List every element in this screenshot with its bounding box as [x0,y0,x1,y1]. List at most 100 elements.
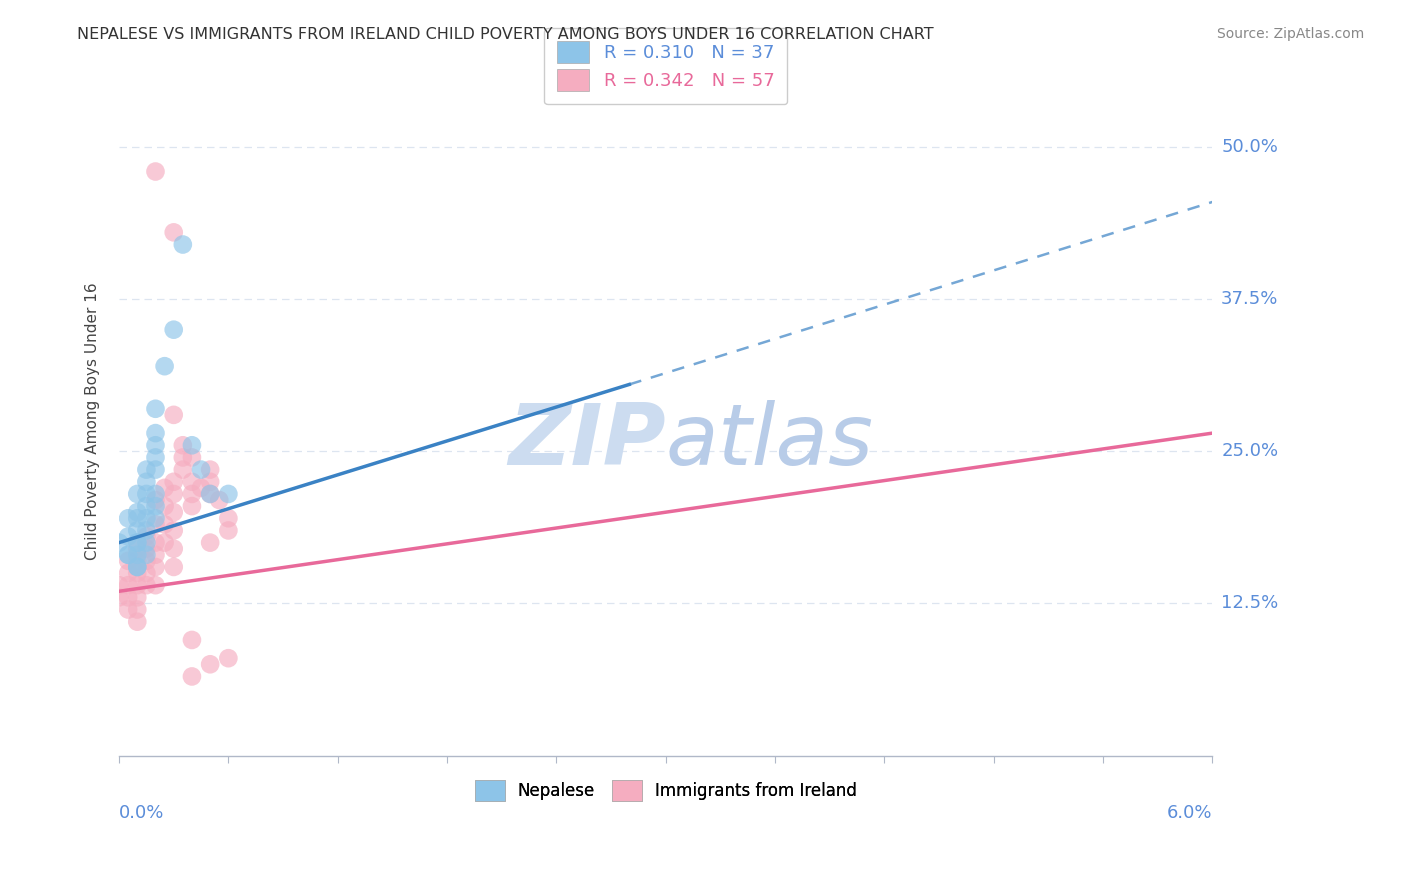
Point [127,554,149,568]
Point [163,505,186,519]
Point [163,487,186,501]
Text: 37.5%: 37.5% [1222,290,1278,309]
Point [127,578,149,592]
Legend: Nepalese, Immigrants from Ireland: Nepalese, Immigrants from Ireland [468,773,863,807]
Point [108,591,131,605]
Point [172,462,194,476]
Point [181,487,204,501]
Point [127,511,149,525]
Y-axis label: Child Poverty Among Boys Under 16: Child Poverty Among Boys Under 16 [86,282,100,560]
Point [217,524,239,538]
Point [127,487,149,501]
Point [135,566,157,580]
Point [198,462,221,476]
Point [135,511,157,525]
Point [172,438,194,452]
Point [135,475,157,489]
Point [145,578,167,592]
Point [135,487,157,501]
Point [153,535,176,549]
Point [145,493,167,508]
Point [117,566,139,580]
Point [127,505,149,519]
Point [127,541,149,556]
Point [127,591,149,605]
Point [135,529,157,543]
Text: 50.0%: 50.0% [1222,138,1278,156]
Text: ZIP: ZIP [508,400,665,483]
Point [135,535,157,549]
Point [198,487,221,501]
Point [153,517,176,532]
Point [117,591,139,605]
Point [181,438,204,452]
Point [145,511,167,525]
Point [145,462,167,476]
Point [108,535,131,549]
Point [217,651,239,665]
Text: 6.0%: 6.0% [1167,805,1212,822]
Point [181,450,204,465]
Text: NEPALESE VS IMMIGRANTS FROM IRELAND CHILD POVERTY AMONG BOYS UNDER 16 CORRELATIO: NEPALESE VS IMMIGRANTS FROM IRELAND CHIL… [77,27,934,42]
Point [163,408,186,422]
Point [198,487,221,501]
Point [145,535,167,549]
Point [190,481,212,495]
Point [163,524,186,538]
Point [117,529,139,543]
Point [163,560,186,574]
Point [145,499,167,513]
Point [163,475,186,489]
Point [127,615,149,629]
Point [190,462,212,476]
Point [135,524,157,538]
Point [135,578,157,592]
Point [217,487,239,501]
Point [208,493,231,508]
Point [172,450,194,465]
Point [135,554,157,568]
Text: 25.0%: 25.0% [1222,442,1278,460]
Point [145,487,167,501]
Point [172,237,194,252]
Point [127,535,149,549]
Point [127,560,149,574]
Point [163,323,186,337]
Point [135,541,157,556]
Point [117,511,139,525]
Point [198,475,221,489]
Point [135,462,157,476]
Point [145,438,167,452]
Point [145,548,167,562]
Point [153,481,176,495]
Point [217,511,239,525]
Text: atlas: atlas [665,400,873,483]
Point [127,602,149,616]
Text: Source: ZipAtlas.com: Source: ZipAtlas.com [1216,27,1364,41]
Point [145,517,167,532]
Point [145,426,167,441]
Point [127,566,149,580]
Point [153,499,176,513]
Point [135,499,157,513]
Point [181,499,204,513]
Point [181,669,204,683]
Point [127,548,149,562]
Point [145,450,167,465]
Point [127,535,149,549]
Point [117,602,139,616]
Text: 0.0%: 0.0% [120,805,165,822]
Point [163,541,186,556]
Point [117,548,139,562]
Point [198,535,221,549]
Text: 12.5%: 12.5% [1222,594,1278,613]
Point [163,225,186,239]
Point [117,578,139,592]
Point [127,524,149,538]
Point [145,560,167,574]
Point [117,548,139,562]
Point [145,164,167,178]
Point [145,401,167,416]
Point [127,560,149,574]
Point [135,548,157,562]
